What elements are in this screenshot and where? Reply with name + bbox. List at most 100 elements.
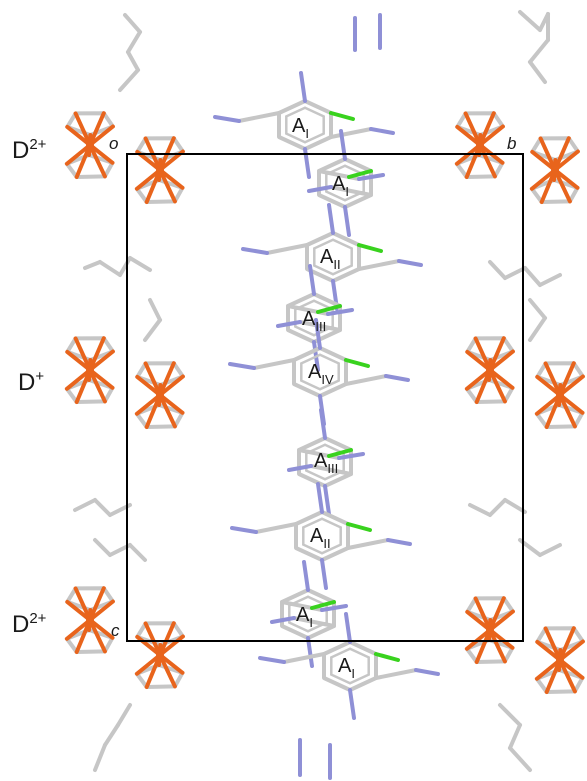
alkyl-chain: [503, 498, 527, 514]
nitrogen-bond: [385, 538, 412, 546]
iron-carbon-bond: [158, 393, 177, 429]
iron-carbon-bond: [558, 393, 585, 415]
alkyl-chain: [488, 260, 507, 280]
alkyl-chain: [528, 298, 547, 320]
iron-carbon-bond: [488, 628, 507, 664]
benzene-ring-inner: [300, 353, 340, 391]
iron-carbon-bond: [473, 596, 492, 632]
cyclopentadienyl-ring: [534, 668, 585, 694]
iron-carbon-bond: [134, 393, 162, 416]
iron-carbon-bond: [158, 393, 185, 415]
anion-labels: AI AI AII AIII AIV AIII AII AI AI: [292, 115, 355, 681]
nitrogen-bond: [320, 604, 349, 612]
unit-cell-box: [126, 153, 524, 642]
iron-atom: [156, 651, 164, 659]
iron-carbon-bond: [134, 168, 162, 191]
anion-label: AIII: [302, 308, 326, 334]
iron-carbon-bond: [455, 124, 482, 147]
cyclopentadienyl-ring: [64, 628, 115, 654]
iron-carbon-bond: [64, 618, 92, 641]
nitrogen-bond: [327, 203, 335, 235]
iron-carbon-bond: [534, 393, 562, 416]
nitrogen-bond: [299, 71, 307, 103]
chlorine-bond: [345, 522, 372, 532]
iron-carbon-bond: [158, 361, 176, 397]
iron-carbon-bond: [465, 609, 492, 632]
alkyl-chain: [123, 13, 142, 34]
nitrogen-bond: [269, 616, 296, 624]
iron-carbon-bond: [88, 111, 106, 147]
alkyl-chain: [73, 498, 97, 512]
nitrogen-bond: [343, 205, 351, 237]
iron-carbon-bond: [88, 349, 115, 372]
substituent-bond: [308, 464, 353, 476]
alkyl-chain: [93, 538, 112, 557]
metallocene-layer: [64, 111, 585, 694]
iron-carbon-bond: [558, 374, 585, 397]
alkyl-chain: [498, 703, 522, 727]
alkyl-chain: [538, 273, 562, 287]
iron-carbon-bond: [88, 618, 115, 640]
alkyl-chain: [126, 50, 140, 72]
alkyl-chain: [143, 318, 162, 342]
iron-carbon-bond: [553, 136, 571, 172]
nitrogen-bond: [344, 612, 352, 644]
alkyl-chain: [128, 256, 152, 272]
substituent-bond: [343, 374, 388, 386]
iron-carbon-bond: [558, 393, 577, 429]
iron-carbon-bond: [543, 626, 562, 662]
iron-carbon-bond: [558, 361, 576, 397]
iron-carbon-bond: [73, 111, 92, 147]
iron-carbon-bond: [134, 653, 162, 676]
iron-atom: [156, 391, 164, 399]
iron-carbon-bond: [88, 124, 115, 147]
iron-carbon-bond: [488, 628, 515, 650]
iron-carbon-bond: [88, 143, 107, 179]
nitrogen-bond: [319, 408, 327, 440]
substituent-bond: [252, 358, 297, 370]
anion-label: AI: [338, 655, 355, 681]
chlorine-bond: [326, 448, 353, 458]
iron-carbon-bond: [558, 626, 576, 662]
molecular-bonds-layer: [73, 10, 562, 772]
iron-carbon-bond: [535, 374, 562, 397]
cyclopentadienyl-ring: [529, 178, 580, 204]
cation-label-top: D2+: [12, 136, 47, 164]
nitrogen-bond: [368, 127, 395, 135]
iron-atom: [556, 391, 564, 399]
iron-carbon-bond: [135, 374, 162, 397]
iron-carbon-bond: [135, 634, 162, 657]
iron-carbon-bond: [65, 124, 92, 147]
nitrogen-bond: [286, 464, 313, 472]
chlorine-bond: [309, 600, 336, 610]
substituent-bond: [328, 127, 373, 139]
cyclopentadienyl-ring: [64, 378, 115, 404]
iron-carbon-bond: [88, 368, 107, 404]
alkyl-chain: [518, 10, 542, 32]
nitrogen-bond: [213, 115, 242, 123]
iron-carbon-bond: [558, 658, 585, 680]
iron-carbon-bond: [488, 368, 515, 390]
nitrogen-bond: [241, 247, 270, 255]
iron-carbon-bond: [478, 143, 497, 179]
nitrogen-bond: [357, 173, 386, 181]
nitrogen-bond: [314, 318, 322, 350]
nitrogen-bond: [306, 185, 333, 193]
nitrogen-bond: [326, 308, 355, 316]
iron-carbon-bond: [143, 361, 162, 397]
cyclopentadienyl-ring: [464, 378, 515, 404]
iron-carbon-bond: [64, 368, 92, 391]
substituent-bond: [328, 185, 373, 197]
substituent-bond: [291, 616, 336, 628]
iron-atom: [556, 656, 564, 664]
iron-carbon-bond: [558, 639, 585, 662]
alkyl-chain: [103, 723, 120, 747]
iron-carbon-bond: [73, 336, 92, 372]
iron-atom: [486, 626, 494, 634]
iron-carbon-bond: [488, 336, 506, 372]
nitrogen-bond: [230, 526, 259, 534]
alkyl-chain: [528, 38, 550, 64]
alkyl-chain: [93, 743, 107, 772]
alkyl-chain: [116, 703, 132, 727]
nitrogen-bond: [316, 482, 324, 514]
